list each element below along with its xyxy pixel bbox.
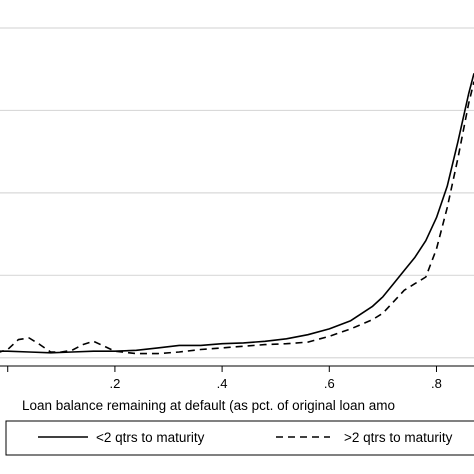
x-ticks: .2 .4 .6 .8 [7, 366, 442, 391]
x-tick-label-3: .8 [431, 376, 442, 391]
x-tick-label-2: .6 [324, 376, 335, 391]
x-tick-label-0: .2 [109, 376, 120, 391]
series-line-1 [0, 73, 474, 354]
legend-label-1: <2 qtrs to maturity [96, 430, 205, 445]
x-tick-label-1: .4 [217, 376, 228, 391]
gridlines [0, 27, 474, 359]
legend-items: <2 qtrs to maturity >2 qtrs to maturity [38, 430, 453, 445]
legend: <2 qtrs to maturity >2 qtrs to maturity [5, 420, 474, 456]
legend-box [5, 420, 474, 456]
x-axis-title: Loan balance remaining at default (as pc… [22, 398, 395, 413]
series-layer [0, 73, 474, 355]
legend-label-2: >2 qtrs to maturity [344, 430, 453, 445]
